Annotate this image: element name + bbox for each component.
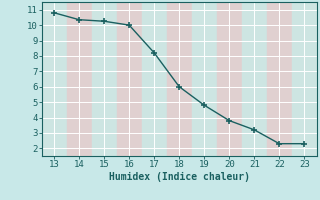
Bar bbox=[167, 2, 192, 156]
Bar bbox=[117, 2, 142, 156]
Bar bbox=[142, 2, 167, 156]
Bar bbox=[267, 2, 292, 156]
Bar bbox=[242, 2, 267, 156]
X-axis label: Humidex (Indice chaleur): Humidex (Indice chaleur) bbox=[109, 172, 250, 182]
Bar bbox=[217, 2, 242, 156]
Bar bbox=[192, 2, 217, 156]
Bar bbox=[292, 2, 317, 156]
Bar bbox=[67, 2, 92, 156]
Bar bbox=[42, 2, 67, 156]
Bar bbox=[92, 2, 117, 156]
